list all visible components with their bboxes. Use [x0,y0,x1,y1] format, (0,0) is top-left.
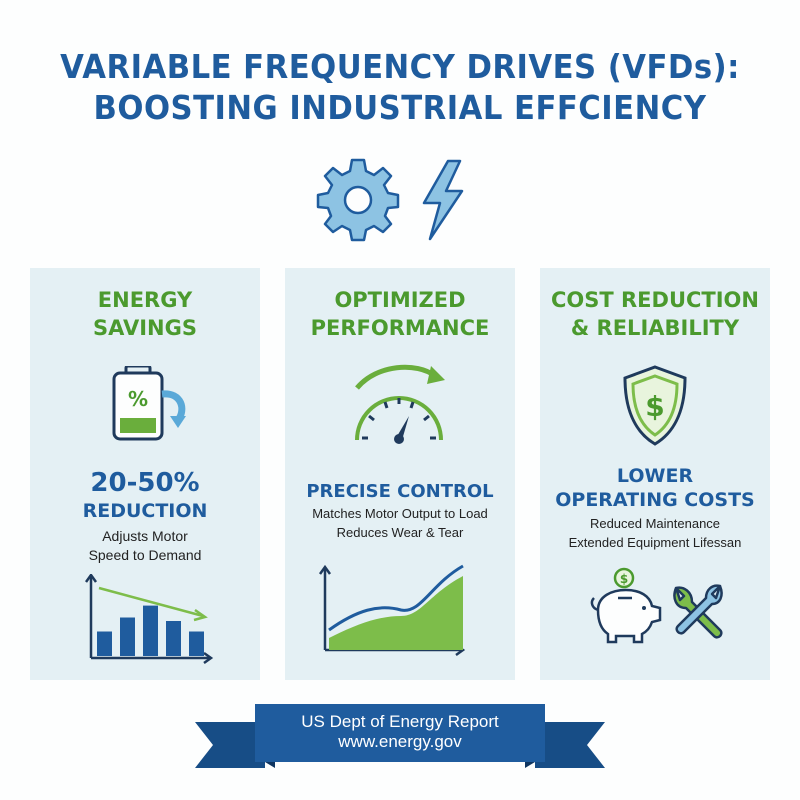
title-line-1: VARIABLE FREQUENCY DRIVES (VFDs): [60,47,740,86]
battery-percent-icon: % [112,366,186,441]
description-line-1: Adjusts Motor [102,528,188,544]
lightning-bolt-icon [422,159,464,241]
panel-optimized-performance: OPTIMIZED PERFORMANCE PRECISE CONTROL Ma… [285,268,515,680]
footer-link[interactable]: www.energy.gov [338,732,462,751]
footer-source: US Dept of Energy Report [301,712,499,731]
page-title: VARIABLE FREQUENCY DRIVES (VFDs): BOOSTI… [28,46,772,128]
panel-cost-reduction: COST REDUCTION & RELIABILITY $ LOWER OPE… [540,268,770,680]
panel-title-line-2: SAVINGS [93,316,197,340]
svg-text:$: $ [645,390,664,423]
panel-title-line-1: OPTIMIZED [334,288,466,312]
bar-icon-bar [166,621,181,656]
bar-icon-bar [120,617,135,656]
stat-label: REDUCTION [82,500,208,522]
description-line-2: Speed to Demand [88,547,202,563]
panel-title: COST REDUCTION & RELIABILITY [540,286,770,342]
footer-text: US Dept of Energy Report www.energy.gov [270,712,530,752]
piggy-bank-icon: $ [590,567,662,644]
bar-icon-bar [189,631,204,656]
area-chart-icon [318,564,466,656]
stat-label: OPERATING COSTS [555,489,755,511]
title-line-2: BOOSTING INDUSTRIAL EFFCIENCY [93,88,707,127]
panel-title: ENERGY SAVINGS [30,286,260,342]
description-line-2: Extended Equipment Lifessan [568,535,742,550]
panel-title-line-2: PERFORMANCE [310,316,490,340]
bar-chart-trend-icon [85,574,214,665]
gear-icon [316,158,400,242]
description-line-2: Reduces Wear & Tear [336,525,464,540]
bar-icon-bar [97,631,112,656]
stat-value: 20-50% [90,468,200,498]
panel-title: OPTIMIZED PERFORMANCE [285,286,515,342]
wrench-icon [673,584,723,639]
description-line-1: Reduced Maintenance [589,516,721,531]
svg-text:%: % [128,387,148,411]
hero-icons [316,158,464,242]
panel-energy-savings: ENERGY SAVINGS % 20-50% REDUCTION Adjust… [30,268,260,680]
stat-value: LOWER [616,465,694,487]
bar-icon-bar [143,605,158,656]
stat-value: PRECISE CONTROL [306,481,494,502]
shield-dollar-icon: $ [623,365,687,446]
speedometer-icon [355,364,445,444]
svg-text:$: $ [620,572,628,586]
panel-title-line-1: COST REDUCTION [550,288,759,312]
panel-title-line-1: ENERGY [97,288,193,312]
description-line-1: Matches Motor Output to Load [312,506,488,521]
panel-title-line-2: & RELIABILITY [570,316,740,340]
footer-ribbon [195,704,605,768]
